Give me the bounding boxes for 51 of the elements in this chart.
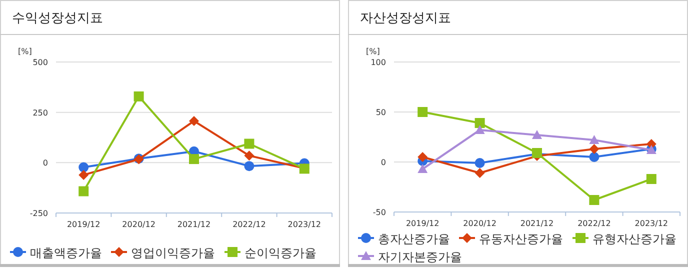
point	[646, 174, 656, 184]
point	[589, 135, 600, 144]
legend-label: 순이익증가율	[244, 246, 316, 260]
point	[78, 186, 89, 196]
point	[474, 118, 485, 128]
x-tick-label: 2021/12	[177, 220, 211, 229]
x-tick-label: 2021/12	[520, 219, 554, 228]
point	[78, 162, 89, 172]
legend-label: 총자산증가율	[378, 232, 450, 246]
x-tick-label: 2020/12	[122, 220, 156, 229]
x-tick-label: 2022/12	[232, 220, 266, 229]
legend-label: 유동자산증가율	[479, 232, 563, 246]
point	[418, 152, 428, 162]
y-tick-label: 100	[370, 58, 386, 67]
y-tick-label: 50	[376, 108, 386, 117]
point	[589, 152, 600, 162]
x-tick-label: 2019/12	[406, 219, 440, 228]
y-tick-label: 0	[380, 158, 386, 167]
legend-label: 유형자산증가율	[592, 232, 676, 246]
point	[189, 116, 199, 126]
point	[244, 138, 254, 149]
point	[589, 144, 600, 154]
point	[474, 168, 485, 178]
y-tick-label: -250	[30, 209, 48, 218]
legend-label: 영업이익증가율	[131, 246, 215, 260]
legend-label: 자기자본증가율	[378, 250, 462, 264]
point	[474, 125, 485, 134]
x-tick-label: 2022/12	[578, 219, 611, 228]
point	[134, 91, 144, 102]
point	[532, 130, 542, 139]
chart-title: 수익성장성지표	[12, 11, 103, 26]
x-tick-label: 2020/12	[463, 219, 496, 228]
x-tick-label: 2019/12	[66, 220, 100, 229]
y-axis-title: [%]	[18, 47, 32, 56]
x-tick-label: 2023/12	[634, 219, 668, 228]
point	[189, 154, 199, 164]
x-tick-label: 2023/12	[288, 220, 322, 229]
point	[244, 161, 254, 172]
point	[78, 170, 89, 180]
y-tick-label: 500	[32, 58, 48, 67]
y-tick-label: -50	[372, 208, 386, 217]
point	[418, 107, 428, 117]
point	[418, 164, 428, 173]
point	[244, 150, 254, 161]
y-tick-label: 0	[42, 158, 48, 168]
point	[589, 195, 600, 205]
chart-title: 자산성장성지표	[360, 11, 451, 26]
point	[474, 158, 485, 168]
legend-label: 매출액증가율	[30, 246, 102, 260]
y-tick-label: 250	[32, 108, 48, 118]
y-axis-title: [%]	[366, 47, 380, 56]
